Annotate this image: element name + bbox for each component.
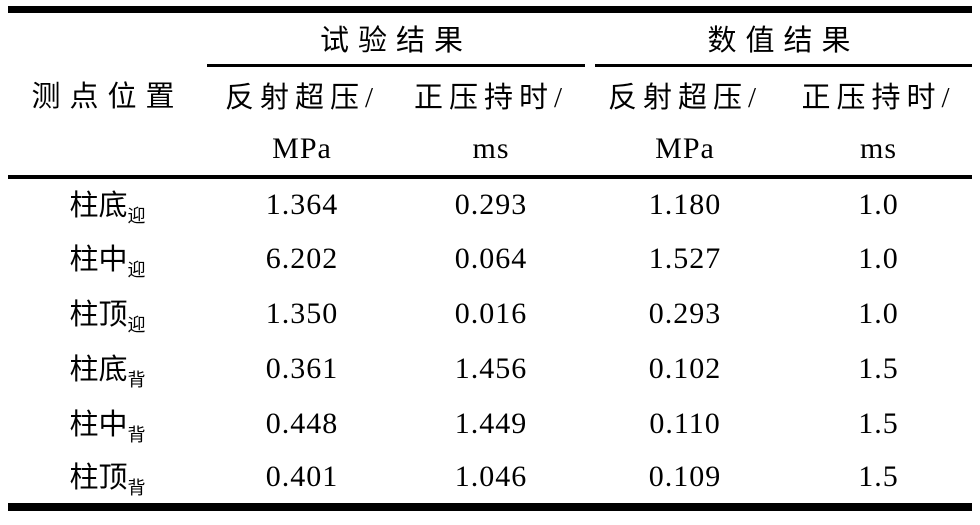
- cell-value: 0.110: [649, 407, 721, 440]
- table-row: 柱顶迎 1.350 0.016 0.293 1.0: [8, 287, 972, 342]
- table-body: 柱底迎 1.364 0.293 1.180 1.0 柱中迎 6.202 0.06…: [8, 177, 972, 507]
- sub-header-row-line1: 反射超压/ 正压持时/ 反射超压/ 正压持时/: [8, 67, 972, 124]
- column-header-positive-duration-numerical: 正压持时/: [801, 82, 956, 114]
- row-label-base: 柱底: [69, 190, 128, 222]
- row-label: 柱中背: [8, 397, 207, 452]
- row-label-subscript: 迎: [127, 315, 146, 335]
- row-label-subscript: 背: [127, 478, 146, 498]
- cell-value: 0.401: [265, 460, 339, 493]
- table-row: 柱底迎 1.364 0.293 1.180 1.0: [8, 177, 972, 232]
- row-label-base: 柱底: [69, 354, 128, 386]
- unit-ms-numerical: ms: [785, 123, 973, 179]
- cell-value: 1.527: [648, 242, 722, 275]
- cell-value: 1.456: [454, 352, 528, 385]
- cell-value: 1.5: [858, 352, 899, 385]
- row-label: 柱底迎: [8, 177, 207, 232]
- sub-header-row-units: MPa ms MPa ms: [8, 123, 973, 179]
- table-header: 测点位置 试验结果 数值结果 反射超压/ 正压持时/ 反射超压/ 正压持时/: [8, 9, 973, 179]
- cell-value: 1.5: [858, 407, 899, 440]
- cell-value: 1.046: [454, 460, 528, 493]
- cell-value: 0.109: [648, 460, 722, 493]
- row-label-subscript: 迎: [127, 260, 146, 280]
- cell-value: 1.364: [265, 188, 339, 221]
- row-label: 柱顶迎: [8, 287, 207, 342]
- cell-value: 0.102: [648, 352, 722, 385]
- group-header-row: 测点位置 试验结果 数值结果: [8, 9, 973, 179]
- cell-value: 1.449: [454, 407, 528, 440]
- row-label: 柱顶背: [8, 452, 207, 507]
- test-results-spanner-rule: 试验结果: [207, 13, 586, 67]
- numerical-results-spanner-rule: 数值结果: [595, 13, 973, 67]
- cell-value: 1.0: [858, 297, 899, 330]
- cell-value: 1.180: [648, 188, 722, 221]
- group-header-numerical-results: 数值结果: [585, 10, 973, 67]
- cell-value: 1.350: [265, 297, 339, 330]
- table-row: 柱中背 0.448 1.449 0.110 1.5: [8, 397, 972, 452]
- table-row: 柱中迎 6.202 0.064 1.527 1.0: [8, 232, 972, 287]
- cell-value: 0.448: [265, 407, 339, 440]
- column-header-reflected-overpressure-numerical: 反射超压/: [607, 82, 763, 114]
- row-label-base: 柱中: [69, 409, 128, 441]
- cell-value: 6.202: [265, 242, 339, 275]
- group-header-test-results-label: 试验结果: [320, 25, 473, 58]
- table-row: 柱顶背 0.401 1.046 0.109 1.5: [8, 452, 972, 507]
- row-label-base: 柱中: [69, 244, 128, 276]
- column-header-positive-duration-test: 正压持时/: [413, 82, 569, 114]
- results-table: 测点位置 试验结果 数值结果 反射超压/ 正压持时/ 反射超压/ 正压持时/: [8, 6, 973, 511]
- cell-value: 0.064: [454, 242, 528, 275]
- column-header-measure-point: 测点位置: [8, 9, 207, 179]
- table-row: 柱底背 0.361 1.456 0.102 1.5: [8, 342, 972, 397]
- row-label-subscript: 背: [127, 425, 146, 445]
- cell-value: 0.293: [454, 188, 528, 221]
- cell-value: 0.361: [265, 352, 339, 385]
- row-label-subscript: 背: [127, 370, 146, 390]
- cell-value: 0.293: [648, 297, 722, 330]
- group-header-test-results: 试验结果: [207, 10, 586, 67]
- row-label: 柱底背: [8, 342, 207, 397]
- row-label-subscript: 迎: [127, 206, 146, 226]
- cell-value: 0.016: [454, 297, 528, 330]
- row-label-base: 柱顶: [69, 299, 128, 331]
- cell-value: 1.5: [858, 460, 899, 493]
- cell-value: 1.0: [858, 242, 899, 275]
- cell-value: 1.0: [858, 188, 899, 221]
- column-header-reflected-overpressure-test: 反射超压/: [224, 82, 380, 114]
- unit-mpa-test: MPa: [207, 123, 397, 179]
- unit-ms-test: ms: [397, 123, 586, 179]
- row-label: 柱中迎: [8, 232, 207, 287]
- group-header-numerical-results-label: 数值结果: [707, 25, 860, 58]
- unit-mpa-numerical: MPa: [585, 123, 786, 179]
- row-label-base: 柱顶: [69, 462, 128, 494]
